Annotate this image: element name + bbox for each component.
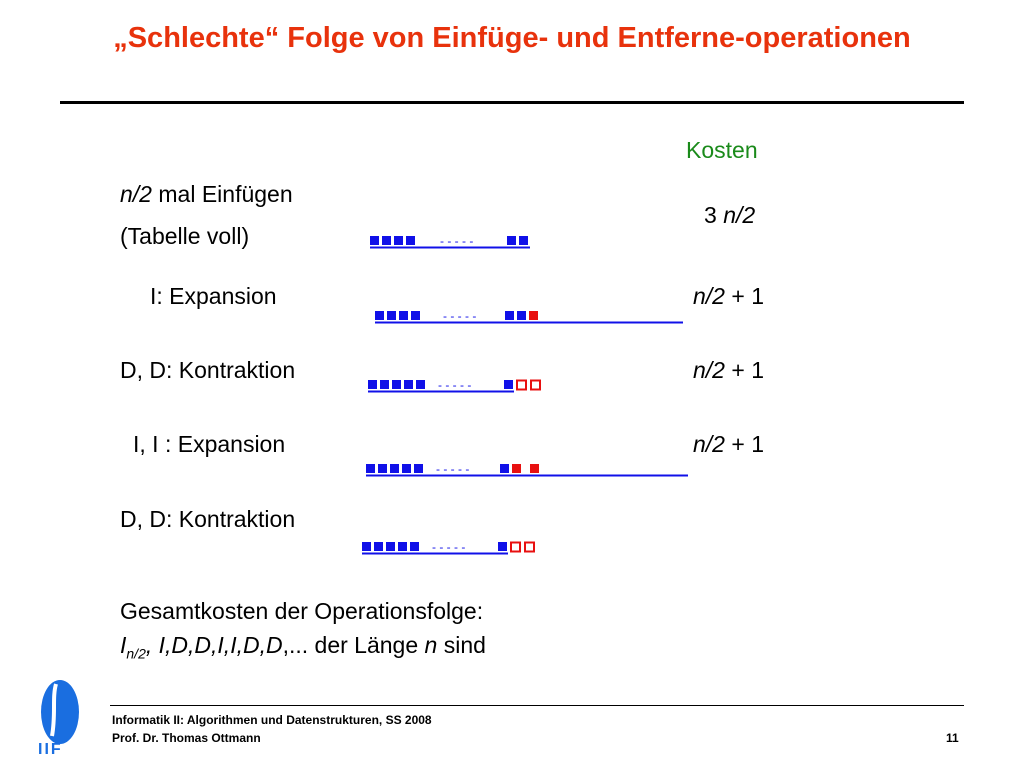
cell-blue	[386, 542, 395, 551]
row-3-label: D, D: Kontraktion	[120, 357, 296, 383]
array-row-4: - - - - -	[366, 462, 688, 477]
array-row-3: - - - - -	[368, 378, 541, 393]
row-1-label-n: n/2	[120, 181, 152, 207]
cell-blue	[398, 542, 407, 551]
page-number: 11	[946, 731, 959, 745]
cell-blue	[399, 311, 408, 320]
cell-blue	[410, 542, 419, 551]
summary-end: sind	[437, 632, 486, 658]
cell-blue	[498, 542, 507, 551]
row-1-label-line2: (Tabelle voll)	[120, 223, 250, 249]
row-4-cost: n/2 + 1	[693, 430, 764, 458]
cell-blue	[500, 464, 509, 473]
cell-blue	[378, 464, 387, 473]
cell-blue	[382, 236, 391, 245]
cell-blue	[504, 380, 513, 389]
cell-blue	[362, 542, 371, 551]
array-ellipsis: - - - - -	[440, 234, 473, 248]
row-3-cost-rest: + 1	[724, 357, 764, 383]
kosten-header: Kosten	[686, 137, 758, 163]
cell-red-empty	[530, 379, 541, 391]
array-ellipsis: - - - - -	[432, 540, 465, 554]
summary-line-1: Gesamtkosten der Operationsfolge:	[120, 598, 484, 624]
cell-blue	[390, 464, 399, 473]
array-row-5: - - - - -	[362, 540, 535, 555]
row-2-cost-rest: + 1	[724, 283, 764, 309]
logo-oval	[41, 680, 79, 744]
cell-red	[512, 464, 521, 473]
array-ellipsis: - - - - -	[438, 378, 471, 392]
footer-course: Informatik II: Algorithmen und Datenstru…	[112, 713, 432, 727]
row-4-label: I, I : Expansion	[133, 431, 286, 457]
cell-blue	[414, 464, 423, 473]
cell-blue	[517, 311, 526, 320]
cell-blue	[368, 380, 377, 389]
row-3-cost-n: n/2	[693, 357, 725, 383]
row-1-cost: 3 n/2	[704, 201, 755, 229]
cell-blue	[366, 464, 375, 473]
row-4-cost-rest: + 1	[724, 431, 764, 457]
cell-blue	[380, 380, 389, 389]
summary-sub: n/2	[126, 645, 146, 662]
array-ellipsis: - - - - -	[436, 462, 469, 476]
summary-rest: ,... der Länge	[282, 632, 425, 658]
cell-blue	[411, 311, 420, 320]
cell-blue	[406, 236, 415, 245]
summary-seq: , I,D,D,I,I,D,D	[145, 632, 283, 658]
row-1-cost-num: 3	[704, 202, 724, 228]
row-1-cost-n: n/2	[723, 202, 756, 228]
row-2-cost: n/2 + 1	[693, 282, 764, 310]
row-1-label: n/2 mal Einfügen	[120, 180, 293, 208]
row-2-cost-n: n/2	[693, 283, 725, 309]
cell-red-empty	[516, 379, 527, 391]
cell-red-empty	[524, 541, 535, 553]
summary-i: I	[120, 632, 127, 658]
row-2-label: I: Expansion	[150, 283, 277, 309]
footer-rule	[110, 705, 964, 706]
slide-title: „Schlechte“ Folge von Einfüge- und Entfe…	[113, 22, 911, 54]
summary-line-2: In/2, I,D,D,I,I,D,D,... der Länge n sind	[120, 631, 486, 668]
row-5-label: D, D: Kontraktion	[120, 506, 296, 532]
array-row-2: - - - - -	[375, 309, 683, 324]
cell-blue	[392, 380, 401, 389]
cell-blue	[519, 236, 528, 245]
cell-blue	[416, 380, 425, 389]
cell-blue	[402, 464, 411, 473]
cell-blue	[507, 236, 516, 245]
array-row-1: - - - - -	[370, 234, 530, 249]
cell-red	[530, 464, 539, 473]
row-1-label-rest: mal Einfügen	[151, 181, 293, 207]
iif-logo: IIF	[38, 680, 79, 758]
logo-text: IIF	[38, 741, 63, 758]
cell-blue	[375, 311, 384, 320]
cell-red-empty	[510, 541, 521, 553]
row-3-cost: n/2 + 1	[693, 356, 764, 384]
cell-red	[529, 311, 538, 320]
footer-author: Prof. Dr. Thomas Ottmann	[112, 731, 261, 745]
array-ellipsis: - - - - -	[443, 309, 476, 323]
title-rule	[60, 101, 964, 104]
cell-blue	[387, 311, 396, 320]
cell-blue	[374, 542, 383, 551]
cell-blue	[370, 236, 379, 245]
cell-blue	[505, 311, 514, 320]
summary-n: n	[424, 632, 438, 658]
row-4-cost-n: n/2	[693, 431, 725, 457]
cell-blue	[404, 380, 413, 389]
cell-blue	[394, 236, 403, 245]
